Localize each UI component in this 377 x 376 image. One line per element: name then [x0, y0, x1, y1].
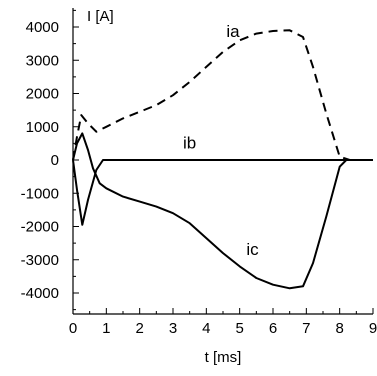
x-tick-label: 9: [369, 320, 377, 337]
x-tick-label: 5: [235, 320, 243, 337]
series-label-ia: ia: [226, 22, 240, 41]
y-tick-label: 2000: [26, 86, 59, 103]
series-layer: ia ib ic: [72, 22, 373, 290]
x-tick-label: 3: [169, 320, 177, 337]
x-axis-label: t [ms]: [205, 349, 242, 366]
labels-layer: I [A] t [ms]: [87, 8, 241, 366]
x-tick-label: 1: [102, 320, 110, 337]
series-label-ib: ib: [183, 133, 196, 152]
axes: 4000 3000 2000 1000 0 -1000 -2000 -3000 -4000 0 1 2…: [21, 8, 377, 337]
x-tick-label: 2: [135, 320, 143, 337]
series-line-ic: [72, 132, 373, 290]
x-tick-label: 0: [69, 320, 77, 337]
series-line-ib: [72, 159, 373, 226]
x-tick-label: 7: [302, 320, 310, 337]
x-tick-label: 4: [202, 320, 210, 337]
y-tick-label: 1000: [26, 119, 59, 136]
y-tick-label: 3000: [26, 52, 59, 69]
y-tick-label: 4000: [26, 19, 59, 36]
series-label-ic: ic: [246, 240, 259, 259]
y-tick-label: -1000: [21, 185, 59, 202]
y-tick-label: 0: [51, 152, 59, 169]
y-tick-label: -2000: [21, 219, 59, 236]
x-tick-label: 6: [269, 320, 277, 337]
x-tick-label: 8: [335, 320, 343, 337]
y-axis-label: I [A]: [87, 8, 114, 25]
y-tick-label: -4000: [21, 285, 59, 302]
y-tick-label: -3000: [21, 252, 59, 269]
series-line-ia: [72, 29, 373, 161]
